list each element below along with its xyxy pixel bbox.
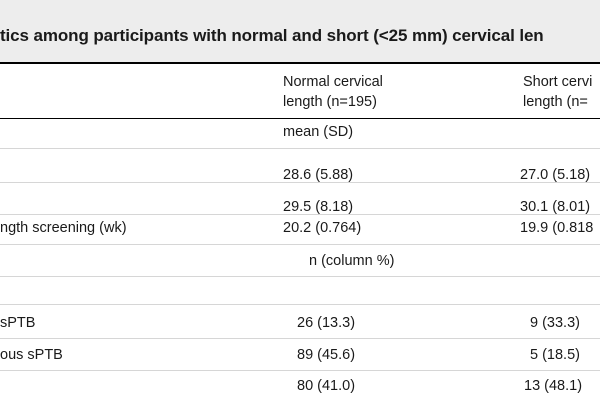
cell-short: 9 (33.3)	[530, 315, 580, 331]
row-divider	[0, 182, 600, 183]
cell-short: 30.1 (8.01)	[520, 199, 591, 215]
row-label: sPTB	[0, 315, 36, 331]
row-divider	[0, 214, 600, 215]
table-title: tics among participants with normal and …	[0, 26, 544, 45]
cell-short: 19.9 (0.818	[520, 220, 594, 236]
cell-short: 13 (48.1)	[524, 378, 583, 394]
cell-normal: 26 (13.3)	[297, 315, 356, 331]
row-divider	[0, 370, 600, 371]
row-divider	[0, 244, 600, 245]
row-divider	[0, 148, 600, 149]
cell-normal: 89 (45.6)	[297, 347, 356, 363]
header-rule	[0, 118, 600, 119]
top-rule	[0, 62, 600, 64]
cell-short: 27.0 (5.18)	[520, 167, 591, 183]
header-normal-line1: Normal cervical	[283, 74, 383, 90]
row-label: ngth screening (wk)	[0, 220, 127, 236]
cell-normal: 28.6 (5.88)	[283, 167, 354, 183]
row-divider	[0, 338, 600, 339]
cell-normal: 20.2 (0.764)	[283, 220, 362, 236]
title-band	[0, 0, 600, 62]
section-note-mean-sd: mean (SD)	[283, 124, 354, 140]
section-note-n-pct: n (column %)	[309, 253, 395, 269]
row-divider	[0, 276, 600, 277]
header-normal-line2: length (n=195)	[283, 94, 377, 110]
header-short-line1: Short cervi	[523, 74, 593, 90]
cell-short: 5 (18.5)	[530, 347, 580, 363]
header-short-line2: length (n=	[523, 94, 588, 110]
cell-normal: 29.5 (8.18)	[283, 199, 354, 215]
cell-normal: 80 (41.0)	[297, 378, 356, 394]
row-divider	[0, 304, 600, 305]
row-label: ous sPTB	[0, 347, 63, 363]
